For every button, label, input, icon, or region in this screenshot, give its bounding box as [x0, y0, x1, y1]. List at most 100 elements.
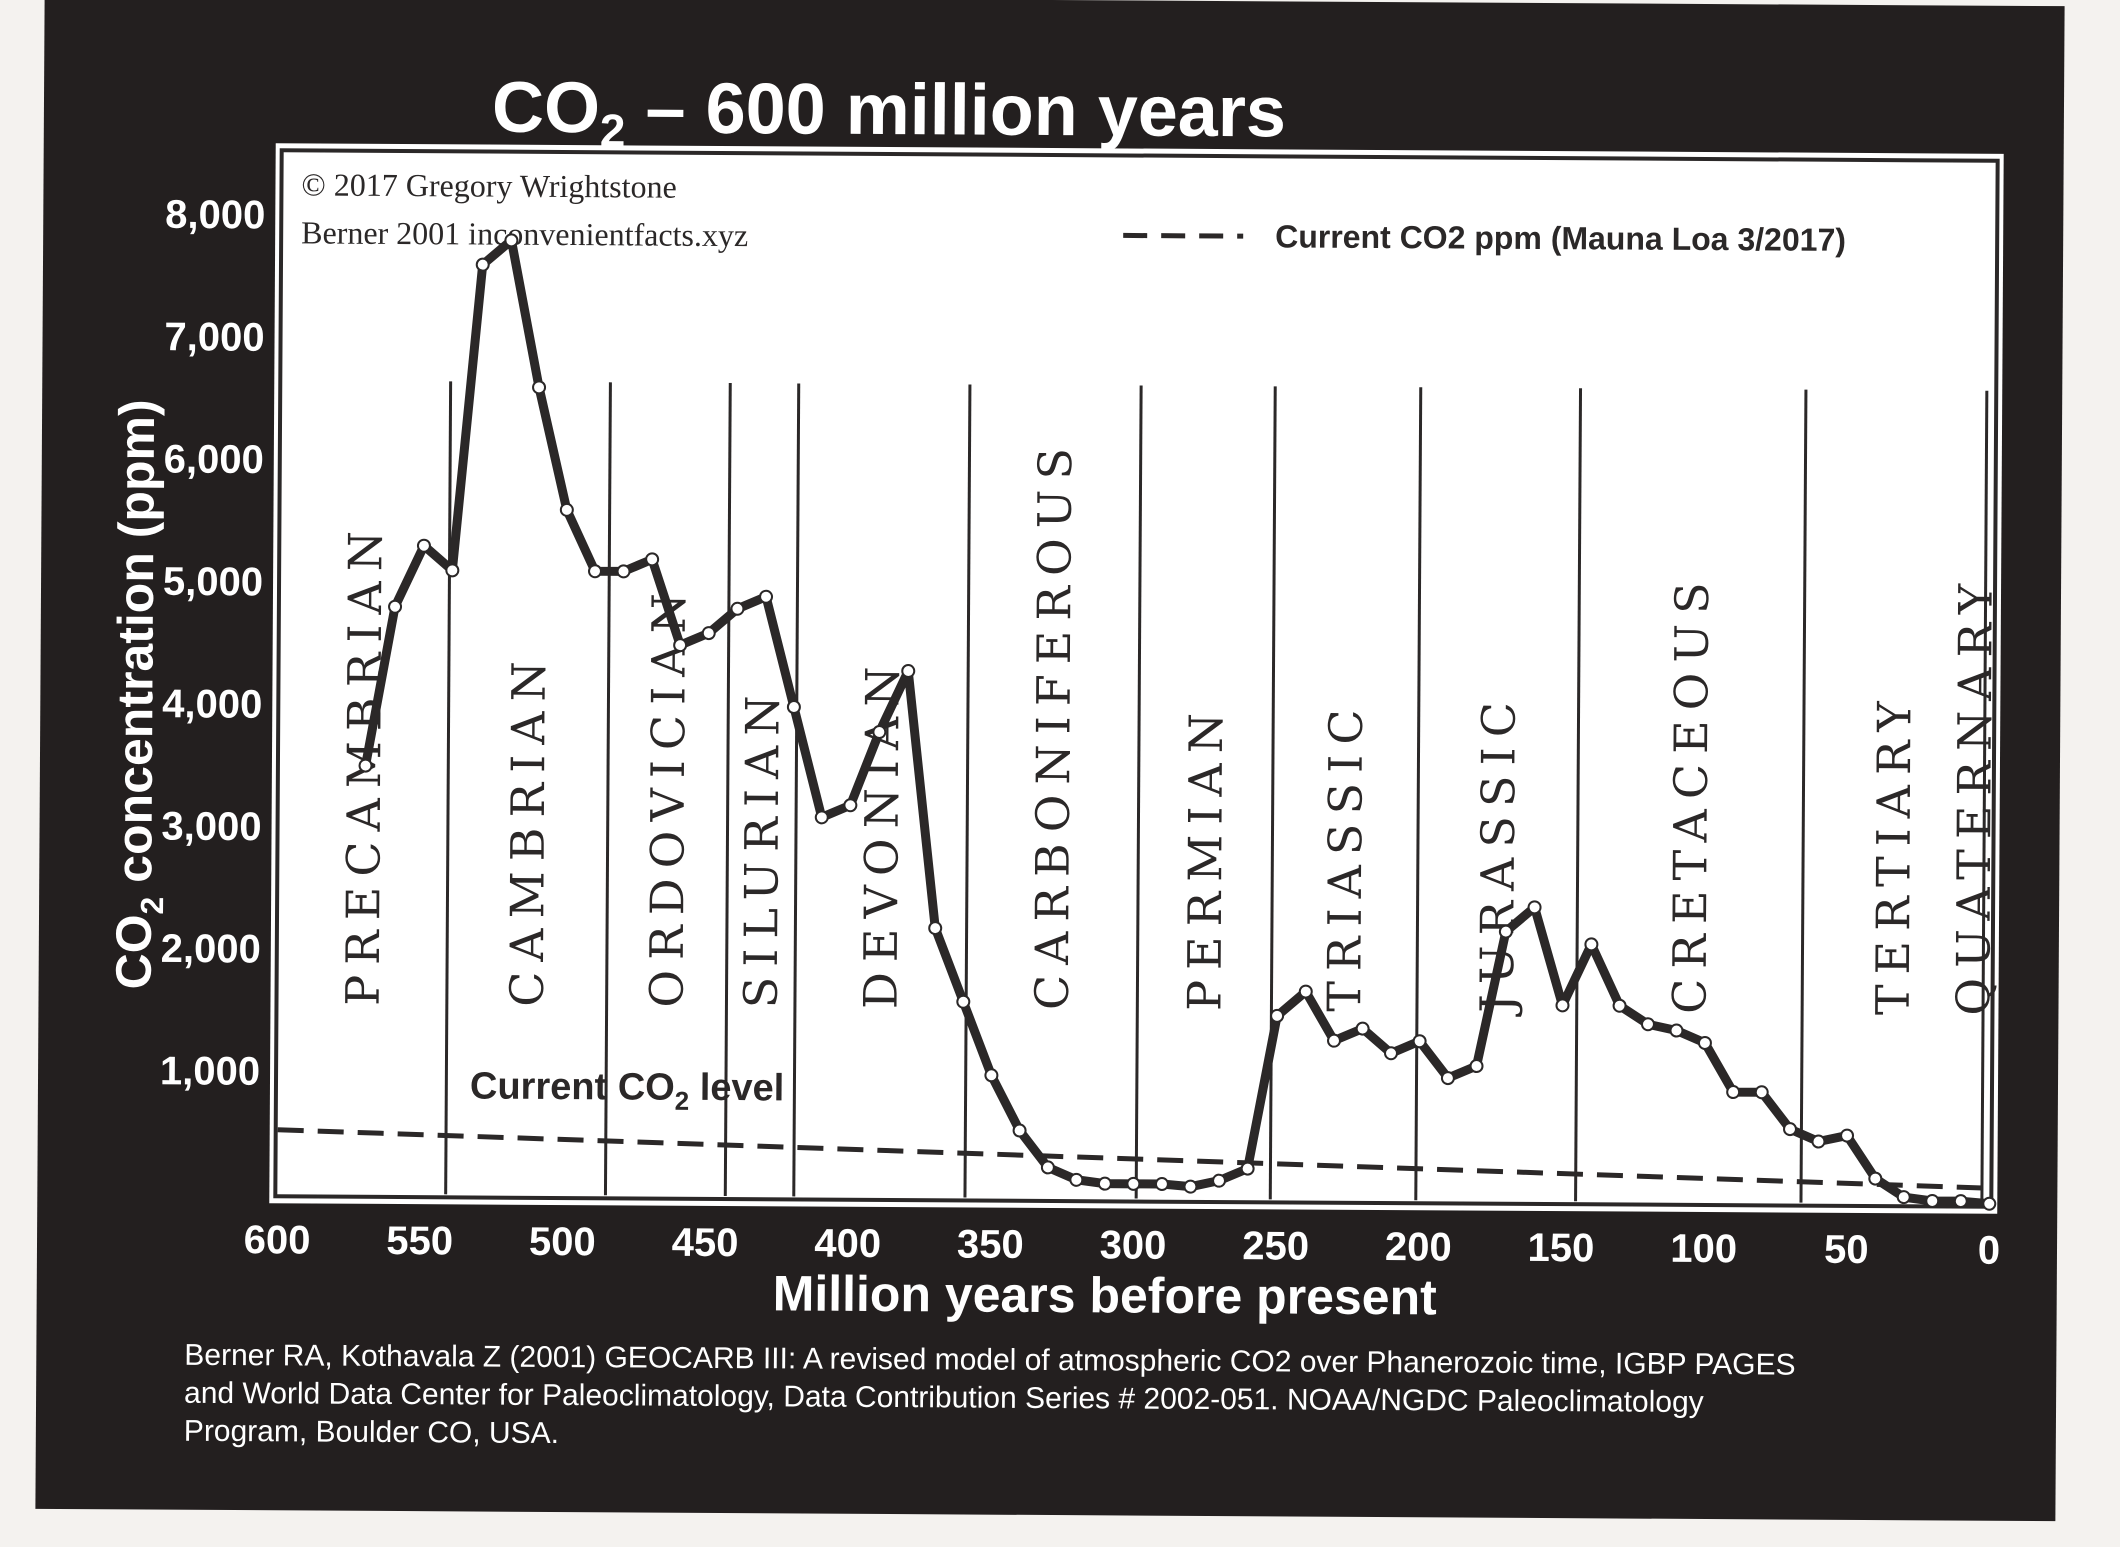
- y-tick-label: 2,000: [161, 927, 261, 972]
- period-boundary-ordovician: [603, 382, 612, 1196]
- current-co2-annotation: Current CO2 level: [470, 1065, 785, 1116]
- chart-title: CO2 – 600 million years: [492, 68, 1286, 161]
- period-boundary-carboniferous: [963, 384, 972, 1198]
- period-boundary-devonian: [792, 383, 801, 1197]
- y-axis-ticks: 1,000 2,000 3,000 4,000 5,000 6,000 7,000 8,000: [160, 193, 266, 1094]
- data-point: [1925, 1193, 1940, 1208]
- period-label-tertiary: TERTIARY: [1866, 691, 1922, 1015]
- x-tick-label: 50: [1824, 1228, 1869, 1272]
- data-point: [1498, 924, 1513, 939]
- x-axis-ticks: 600 550 500 450 400 350 300 250 200 150 100 50 0: [244, 1218, 2001, 1273]
- y-tick-label: 5,000: [163, 560, 263, 605]
- legend-entry: Current CO2 ppm (Mauna Loa 3/2017): [1275, 218, 1846, 257]
- data-point: [1811, 1134, 1826, 1149]
- data-point: [1097, 1176, 1112, 1191]
- period-boundary-silurian: [723, 383, 732, 1197]
- credit-line-2: Berner 2001 inconvenientfacts.xyz: [301, 214, 748, 253]
- data-point: [1212, 1173, 1227, 1188]
- data-point: [701, 626, 716, 641]
- data-point: [1412, 1034, 1427, 1049]
- co2-series-line: [361, 235, 1994, 1209]
- x-tick-label: 250: [1242, 1224, 1309, 1268]
- data-point: [532, 380, 547, 395]
- data-point: [730, 601, 745, 616]
- plot-background: [269, 143, 2004, 1214]
- data-point: [559, 502, 574, 517]
- data-point: [1240, 1161, 1255, 1176]
- data-point: [1783, 1122, 1798, 1137]
- y-tick-label: 1,000: [160, 1049, 260, 1094]
- current-co2-line: [277, 1127, 1990, 1191]
- chart-panel: CO2 – 600 million years PRECAMBRIANCAMBR…: [35, 0, 2065, 1522]
- x-tick-label: 600: [244, 1218, 311, 1262]
- period-label-ordovician: ORDOVICIAN: [640, 583, 697, 1008]
- data-point: [1896, 1190, 1911, 1205]
- x-tick-label: 450: [672, 1221, 739, 1265]
- x-tick-label: 100: [1670, 1227, 1737, 1271]
- data-point: [1840, 1128, 1855, 1143]
- x-tick-label: 0: [1978, 1229, 2001, 1273]
- x-tick-label: 550: [386, 1219, 453, 1263]
- x-tick-label: 200: [1385, 1225, 1452, 1269]
- period-label-devonian: DEVONIAN: [854, 656, 910, 1009]
- data-point: [928, 921, 943, 936]
- legend-dash-swatch: [1123, 232, 1244, 239]
- period-boundaries: [444, 381, 1989, 1204]
- data-point: [1183, 1179, 1198, 1194]
- citation-line-2: and World Data Center for Paleoclimatolo…: [184, 1377, 1704, 1419]
- x-tick-label: 400: [814, 1222, 881, 1266]
- data-point: [1612, 998, 1627, 1013]
- data-point: [1040, 1160, 1055, 1175]
- co2-data-points: [358, 233, 1997, 1211]
- y-tick-label: 7,000: [164, 315, 264, 360]
- x-tick-label: 300: [1100, 1223, 1167, 1267]
- period-boundary-jurassic: [1414, 387, 1423, 1201]
- period-label-silurian: SILURIAN: [734, 685, 790, 1008]
- data-point: [1726, 1085, 1741, 1100]
- data-point: [1669, 1023, 1684, 1038]
- data-point: [1154, 1177, 1169, 1192]
- period-label-cambrian: CAMBRIAN: [500, 651, 556, 1007]
- data-point: [1327, 1033, 1342, 1048]
- data-point: [843, 798, 858, 813]
- data-point: [1298, 984, 1313, 999]
- data-point: [1555, 998, 1570, 1013]
- period-boundary-tertiary: [1799, 389, 1808, 1203]
- data-point: [984, 1068, 999, 1083]
- y-tick-label: 4,000: [162, 682, 262, 727]
- credit-line-1: © 2017 Gregory Wrightstone: [301, 166, 676, 204]
- data-point: [1527, 900, 1542, 915]
- data-point: [1697, 1035, 1712, 1050]
- data-point: [1440, 1071, 1455, 1086]
- data-point: [1953, 1194, 1968, 1209]
- data-point: [416, 538, 431, 553]
- data-point: [358, 758, 373, 773]
- x-tick-label: 350: [957, 1222, 1024, 1266]
- period-boundary-cambrian: [444, 381, 453, 1195]
- data-point: [1383, 1046, 1398, 1061]
- data-point: [901, 664, 916, 679]
- data-point: [445, 563, 460, 578]
- data-point: [786, 700, 801, 715]
- period-boundary-permian: [1134, 385, 1143, 1199]
- data-point: [1469, 1059, 1484, 1074]
- plot-frame: [273, 148, 2000, 1209]
- data-point: [956, 994, 971, 1009]
- data-point: [587, 564, 602, 579]
- data-point: [616, 564, 631, 579]
- period-boundary-cretaceous: [1574, 388, 1583, 1202]
- data-point: [645, 552, 660, 567]
- data-point: [1270, 1008, 1285, 1023]
- period-label-permian: PERMIAN: [1177, 703, 1233, 1011]
- x-tick-label: 500: [529, 1220, 596, 1264]
- data-point: [673, 638, 688, 653]
- x-tick-label: 150: [1528, 1226, 1595, 1270]
- y-axis-label: CO2 concentration (ppm): [106, 399, 174, 989]
- y-tick-label: 8,000: [165, 193, 265, 238]
- period-boundary-quaternary: [1980, 390, 1989, 1204]
- data-point: [504, 233, 519, 248]
- data-point: [1069, 1172, 1084, 1187]
- data-point: [1355, 1021, 1370, 1036]
- data-point: [1640, 1017, 1655, 1032]
- citation-line-3: Program, Boulder CO, USA.: [184, 1415, 559, 1450]
